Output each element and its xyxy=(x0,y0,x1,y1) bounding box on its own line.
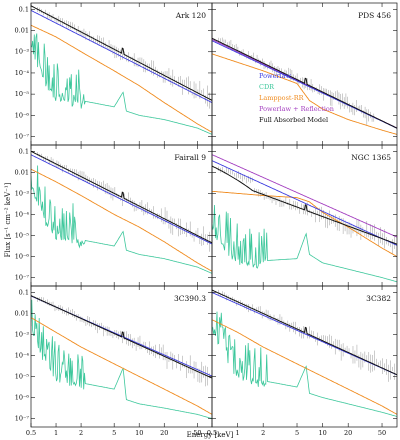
x-tick-label: 10 xyxy=(318,429,326,437)
x-tick-label: 5 xyxy=(112,429,116,437)
y-tick-label: 0.1 xyxy=(19,147,29,155)
full-model-line xyxy=(31,150,212,244)
y-tick-label: 10⁻⁴ xyxy=(15,210,30,218)
panel-4: 0.1 0.01 10⁻³ 10⁻⁴ 10⁻⁵ 10⁻⁶ 10⁻⁷ 0.5 1 2 5 10 20 50 3… xyxy=(15,285,213,437)
cdr-line xyxy=(31,165,212,274)
x-tick-label: 10 xyxy=(135,429,143,437)
y-tick-label: 10⁻³ xyxy=(15,330,30,338)
x-tick-label: 0.5 xyxy=(207,429,217,437)
full-model-line xyxy=(31,295,212,379)
panel-frame xyxy=(30,144,213,287)
y-tick-label: 10⁻⁵ xyxy=(15,90,30,98)
y-tick-label: 10⁻⁴ xyxy=(15,69,30,77)
panel-title: 3C382 xyxy=(366,294,391,303)
y-tick-label: 10⁻³ xyxy=(15,48,30,56)
panel-1: PDS 456 Powerlaw CDR Lamppost-RR Powerlaw + … xyxy=(211,2,398,146)
y-axis-label: Flux [s⁻¹ cm⁻² keV⁻¹] xyxy=(4,182,12,257)
y-tick-label: 10⁻⁶ xyxy=(15,394,30,402)
x-tick-label: 50 xyxy=(378,429,386,437)
panel-5: 0.5 1 2 5 10 20 50 3C382 xyxy=(207,285,398,437)
panel-title: 3C390.3 xyxy=(174,294,206,303)
x-tick-label: 5 xyxy=(295,429,299,437)
legend-entry: Powerlaw + Reflection xyxy=(259,105,334,113)
legend-entry: Powerlaw xyxy=(259,72,291,80)
y-tick-label: 10⁻⁷ xyxy=(15,274,30,282)
lamppost-line xyxy=(31,317,212,415)
x-tick-label: 20 xyxy=(160,429,168,437)
full-model-line xyxy=(31,5,212,101)
lamppost-line xyxy=(212,319,397,415)
y-tick-label: 0.01 xyxy=(15,168,29,176)
x-tick-label: 50 xyxy=(193,429,201,437)
y-tick-label: 10⁻⁶ xyxy=(15,111,30,119)
x-tick-label: 20 xyxy=(344,429,352,437)
legend-entry: CDR xyxy=(259,83,275,91)
panel-2: 0.1 0.01 10⁻³ 10⁻⁴ 10⁻⁵ 10⁻⁶ 10⁻⁷ Fairall 9 xyxy=(15,144,213,287)
full-model-line xyxy=(212,37,397,129)
panel-0: 0.1 0.01 10⁻³ 10⁻⁴ 10⁻⁵ 10⁻⁶ 10⁻⁷ Ark 120 xyxy=(15,2,213,146)
panel-title: Ark 120 xyxy=(175,11,206,20)
cdr-line xyxy=(31,299,212,419)
legend-entry: Lamppost-RR xyxy=(259,94,305,102)
y-tick-label: 10⁻⁶ xyxy=(15,253,30,261)
y-tick-label: 0.1 xyxy=(19,288,29,296)
x-tick-label: 2 xyxy=(79,429,83,437)
x-tick-label: 1 xyxy=(54,429,58,437)
lamppost-line xyxy=(31,168,212,272)
panel-title: Fairall 9 xyxy=(174,153,206,162)
reflection-line xyxy=(212,154,397,238)
y-tick-label: 0.01 xyxy=(15,27,29,35)
panel-frame xyxy=(211,285,398,428)
x-tick-label: 1 xyxy=(236,429,240,437)
panel-title: NGC 1365 xyxy=(351,153,391,162)
powerlaw-line xyxy=(212,160,397,246)
full-model-line xyxy=(212,165,397,245)
powerlaw-line xyxy=(212,292,397,376)
full-model-line xyxy=(212,289,397,376)
x-tick-label: 0.5 xyxy=(26,429,36,437)
y-tick-label: 10⁻⁷ xyxy=(15,133,30,141)
panel-title: PDS 456 xyxy=(358,11,391,20)
panel-3: NGC 1365 xyxy=(211,144,398,287)
powerlaw-line xyxy=(31,9,212,104)
y-tick-label: 10⁻⁵ xyxy=(15,372,30,380)
y-tick-label: 0.1 xyxy=(19,5,29,13)
lamppost-line xyxy=(212,53,397,135)
y-tick-label: 10⁻⁷ xyxy=(15,415,30,423)
y-tick-label: 10⁻³ xyxy=(15,189,30,197)
lamppost-line xyxy=(212,190,397,257)
powerlaw-line xyxy=(31,154,212,245)
lamppost-line xyxy=(31,24,212,133)
cdr-line xyxy=(31,33,212,135)
y-tick-label: 10⁻⁴ xyxy=(15,351,30,359)
cdr-line xyxy=(212,204,397,283)
cdr-line xyxy=(212,311,397,417)
legend-entry: Full Absorbed Model xyxy=(259,116,328,124)
y-tick-label: 10⁻⁵ xyxy=(15,231,30,239)
x-tick-label: 2 xyxy=(261,429,265,437)
x-axis-label: Energy [keV] xyxy=(187,431,234,439)
y-tick-label: 0.01 xyxy=(15,309,29,317)
